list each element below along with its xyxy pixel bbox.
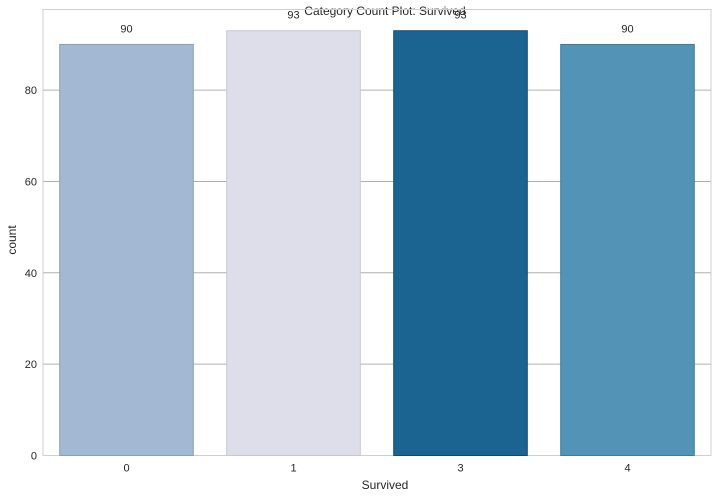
bar: [560, 43, 695, 456]
bar-value-label: 90: [120, 23, 132, 35]
x-tick-label: 3: [457, 463, 463, 475]
y-tick-label: 0: [31, 451, 37, 463]
y-axis-label: count: [5, 225, 19, 255]
bar-value-labels: 90 93 93 90: [120, 10, 633, 36]
bar-value-label: 93: [287, 10, 299, 22]
x-tick-label: 0: [123, 463, 129, 475]
chart-title: Category Count Plot: Survived: [304, 4, 465, 18]
y-tick-label: 60: [25, 176, 37, 188]
x-axis-label: Survived: [362, 478, 409, 492]
x-tick-label: 4: [624, 463, 630, 475]
y-tick-labels: 0 20 40 60 80: [25, 85, 37, 462]
bar-value-label: 90: [621, 23, 633, 35]
bar: [393, 30, 528, 456]
y-tick-label: 40: [25, 268, 37, 280]
bar: [226, 30, 361, 456]
y-tick-label: 20: [25, 359, 37, 371]
bar: [59, 43, 194, 456]
y-tick-label: 80: [25, 85, 37, 97]
x-tick-labels: 0 1 3 4: [123, 463, 630, 475]
bars: [59, 30, 695, 456]
plot-area-frame: [42, 9, 712, 456]
x-tick-label: 1: [290, 463, 296, 475]
bar-value-label: 93: [454, 10, 466, 22]
